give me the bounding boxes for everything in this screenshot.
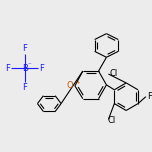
Text: O: O xyxy=(66,81,73,90)
Text: Cl: Cl xyxy=(109,69,118,78)
Text: F: F xyxy=(22,83,27,92)
Text: F: F xyxy=(22,44,27,53)
Text: F: F xyxy=(5,64,10,73)
Text: F: F xyxy=(39,64,44,73)
Text: F: F xyxy=(147,92,152,101)
Text: B: B xyxy=(22,64,28,73)
Text: Cl: Cl xyxy=(107,116,116,125)
Text: +: + xyxy=(75,80,80,85)
Text: ⁻: ⁻ xyxy=(28,62,31,68)
